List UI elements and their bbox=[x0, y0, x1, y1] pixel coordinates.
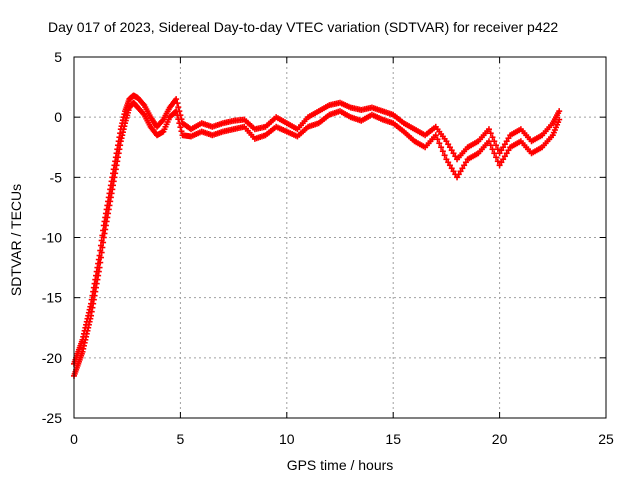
data-point bbox=[489, 134, 496, 141]
data-point bbox=[434, 136, 441, 143]
data-point bbox=[491, 150, 498, 157]
data-point bbox=[494, 146, 501, 153]
data-point bbox=[487, 130, 494, 137]
data-point bbox=[441, 152, 448, 159]
data-point bbox=[501, 141, 508, 148]
data-points bbox=[71, 92, 563, 379]
data-point bbox=[452, 153, 459, 160]
data-point bbox=[459, 165, 466, 172]
data-point bbox=[445, 159, 452, 166]
data-point bbox=[556, 116, 563, 123]
data-point bbox=[498, 147, 505, 154]
data-point bbox=[493, 154, 500, 161]
data-point bbox=[173, 108, 180, 115]
x-axis-label: GPS time / hours bbox=[286, 457, 394, 473]
data-point bbox=[174, 112, 181, 119]
data-point bbox=[172, 109, 179, 116]
y-tick-label: -5 bbox=[50, 169, 63, 185]
data-point bbox=[96, 264, 103, 271]
data-point bbox=[178, 128, 185, 135]
data-point bbox=[450, 168, 457, 175]
data-point bbox=[97, 254, 104, 261]
data-point bbox=[503, 138, 510, 145]
data-point bbox=[97, 259, 104, 266]
data-point bbox=[443, 156, 450, 163]
data-point bbox=[462, 159, 469, 166]
data-point bbox=[445, 141, 452, 148]
data-point bbox=[487, 142, 494, 149]
data-point bbox=[175, 104, 182, 111]
x-tick-label: 10 bbox=[279, 431, 295, 447]
chart-title: Day 017 of 2023, Sidereal Day-to-day VTE… bbox=[48, 19, 559, 35]
data-point bbox=[100, 239, 107, 246]
y-tick-label: 5 bbox=[54, 49, 62, 65]
data-point bbox=[443, 138, 450, 145]
data-point bbox=[438, 144, 445, 151]
y-axis-label: SDTVAR / TECUs bbox=[8, 183, 24, 297]
data-point bbox=[454, 174, 461, 181]
data-point bbox=[493, 142, 500, 149]
data-point bbox=[448, 165, 455, 172]
data-point bbox=[500, 144, 507, 151]
data-point bbox=[485, 138, 492, 145]
data-point bbox=[505, 147, 512, 154]
data-point bbox=[174, 100, 181, 107]
data-point bbox=[496, 162, 503, 169]
data-point bbox=[503, 150, 510, 157]
data-point bbox=[436, 140, 443, 147]
x-tick-label: 5 bbox=[177, 431, 185, 447]
plot-frame bbox=[73, 56, 607, 419]
y-tick-label: 0 bbox=[54, 109, 62, 125]
data-point bbox=[455, 171, 462, 178]
data-point bbox=[485, 126, 492, 133]
data-point bbox=[498, 159, 505, 166]
data-point bbox=[496, 150, 503, 157]
data-point bbox=[491, 138, 498, 145]
data-point bbox=[446, 144, 453, 151]
data-point bbox=[175, 116, 182, 123]
tick-labels: 0 5 10 15 20 25 5 0 -5 -10 -15 -20 -25 bbox=[42, 49, 614, 447]
x-tick-label: 25 bbox=[598, 431, 614, 447]
data-point bbox=[494, 158, 501, 165]
data-point bbox=[500, 156, 507, 163]
y-tick-label: -25 bbox=[42, 410, 62, 426]
y-tick-label: -10 bbox=[42, 230, 62, 246]
data-point bbox=[489, 146, 496, 153]
x-tick-label: 15 bbox=[385, 431, 401, 447]
data-point bbox=[450, 150, 457, 157]
data-point bbox=[446, 162, 453, 169]
data-point bbox=[461, 162, 468, 169]
y-tick-label: -15 bbox=[42, 290, 62, 306]
x-tick-label: 0 bbox=[70, 431, 78, 447]
x-tick-label: 20 bbox=[492, 431, 508, 447]
data-point bbox=[99, 244, 106, 251]
data-point bbox=[173, 96, 180, 103]
data-point bbox=[448, 147, 455, 154]
data-point bbox=[177, 124, 184, 131]
data-point bbox=[505, 135, 512, 142]
y-tick-label: -20 bbox=[42, 350, 62, 366]
data-point bbox=[176, 120, 183, 127]
data-point bbox=[432, 132, 439, 139]
data-point bbox=[556, 108, 563, 115]
data-point bbox=[439, 148, 446, 155]
data-point bbox=[457, 168, 464, 175]
data-point bbox=[98, 249, 105, 256]
data-point bbox=[501, 153, 508, 160]
